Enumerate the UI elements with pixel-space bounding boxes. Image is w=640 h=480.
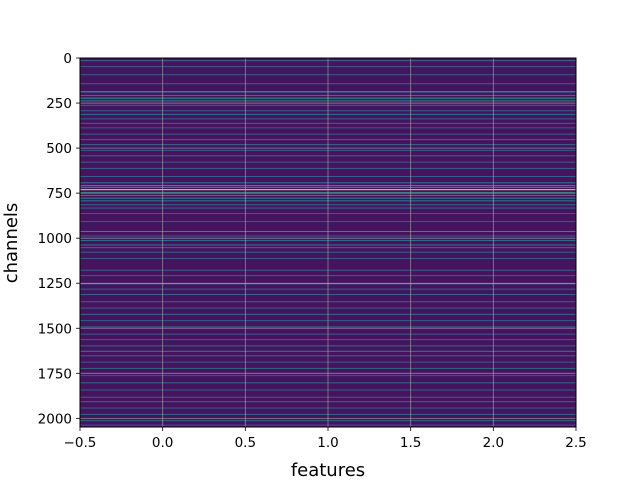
x-tick-label: 1.5 [400,435,421,451]
y-axis-ticks: 0 250 500 750 1000 1250 1500 1750 2000 [38,51,80,427]
x-axis-ticks: −0.5 0.0 0.5 1.0 1.5 2.0 2.5 [64,427,587,451]
y-tick-label: 1000 [38,231,72,247]
y-tick-label: 0 [63,51,72,67]
y-tick-label: 1500 [38,321,72,337]
x-tick-label: 2.5 [565,435,586,451]
y-tick-label: 1250 [38,276,72,292]
x-tick-label: 0.5 [235,435,256,451]
y-tick-label: 2000 [38,411,72,427]
y-tick-label: 750 [46,186,72,202]
y-tick-label: 250 [46,96,72,112]
x-axis-label: features [291,460,365,480]
x-tick-label: 2.0 [483,435,504,451]
x-tick-label: −0.5 [64,435,97,451]
y-tick-label: 500 [46,141,72,157]
grid-lines [80,58,576,427]
y-tick-label: 1750 [38,366,72,382]
y-axis-label: channels [1,203,22,284]
x-tick-label: 0.0 [152,435,173,451]
x-tick-label: 1.0 [317,435,338,451]
plot-area [80,58,576,427]
